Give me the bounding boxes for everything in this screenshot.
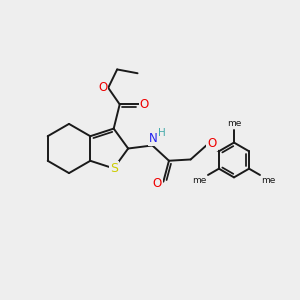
Text: O: O [98, 81, 107, 94]
Text: me: me [262, 176, 276, 185]
Text: me: me [227, 119, 241, 128]
Text: N: N [149, 132, 158, 145]
Text: S: S [110, 162, 118, 175]
Text: H: H [158, 128, 165, 138]
Text: O: O [153, 177, 162, 190]
Text: O: O [207, 137, 217, 150]
Text: me: me [192, 176, 206, 185]
Text: O: O [140, 98, 149, 111]
